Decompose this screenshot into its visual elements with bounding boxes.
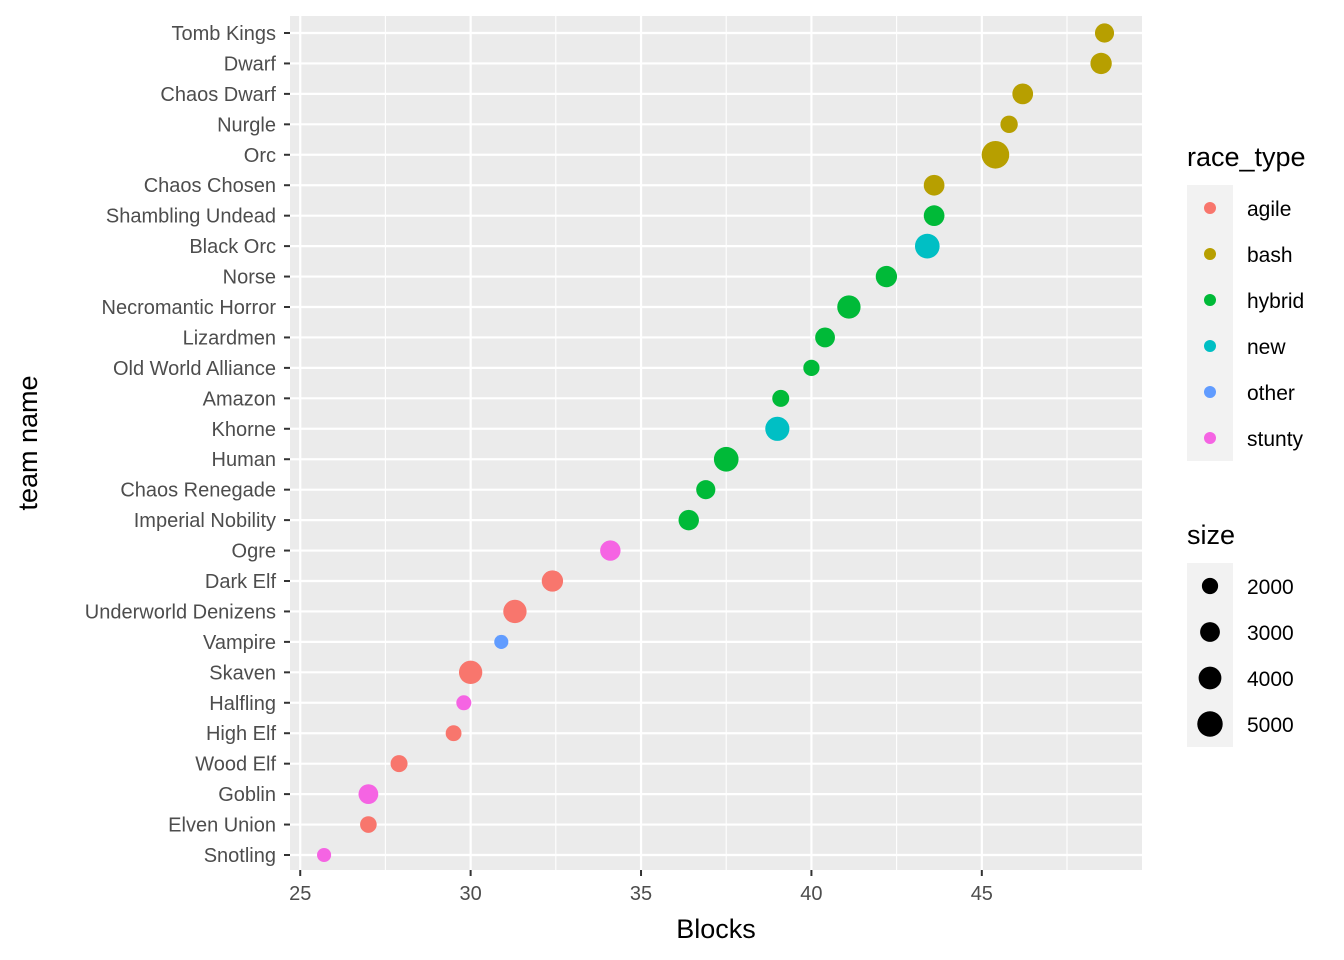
- data-point: [317, 847, 332, 863]
- y-tick-label: Lizardmen: [183, 327, 276, 349]
- data-points: [317, 23, 1115, 863]
- y-tick-label: Tomb Kings: [172, 23, 277, 45]
- size-legend-title: size: [1187, 520, 1235, 550]
- data-point: [875, 265, 898, 288]
- size-legend-key: [1200, 622, 1220, 642]
- data-point: [914, 233, 940, 259]
- color-legend-label: stunty: [1247, 428, 1304, 451]
- minor-gridlines: [384, 16, 1068, 870]
- size-legend-key: [1198, 666, 1222, 690]
- data-point: [981, 140, 1010, 169]
- data-point: [358, 784, 379, 805]
- color-legend-label: hybrid: [1247, 290, 1304, 313]
- y-tick-label: Black Orc: [189, 236, 276, 258]
- y-tick-label: Snotling: [204, 845, 276, 867]
- y-tick-label: High Elf: [206, 723, 276, 745]
- data-point: [1094, 23, 1115, 43]
- y-tick-label: Orc: [244, 145, 276, 167]
- y-tick-label: Imperial Nobility: [134, 510, 276, 532]
- color-legend-key: [1204, 340, 1216, 352]
- data-point: [1000, 115, 1018, 134]
- data-point: [815, 327, 835, 348]
- y-tick-label: Wood Elf: [195, 754, 276, 776]
- y-tick-label: Old World Alliance: [113, 358, 276, 380]
- data-point: [696, 480, 716, 500]
- plot-panel: [290, 16, 1142, 870]
- size-legend-label: 4000: [1247, 668, 1294, 691]
- size-legend-label: 5000: [1247, 714, 1294, 737]
- color-legend-key: [1204, 248, 1216, 260]
- y-tick-label: Dwarf: [224, 53, 277, 75]
- y-tick-label: Human: [212, 449, 276, 471]
- y-tick-label: Amazon: [203, 388, 276, 410]
- data-point: [494, 634, 509, 649]
- data-point: [923, 174, 945, 196]
- y-tick-label: Skaven: [209, 662, 276, 684]
- size-legend-key: [1197, 711, 1223, 737]
- y-tick-label: Chaos Chosen: [144, 175, 276, 197]
- y-tick-label: Vampire: [203, 632, 276, 654]
- data-point: [1012, 83, 1034, 105]
- y-tick-label: Elven Union: [168, 815, 276, 837]
- data-point: [445, 725, 462, 742]
- color-legend-label: other: [1247, 382, 1295, 405]
- data-point: [600, 540, 621, 561]
- color-legend-key: [1204, 432, 1216, 444]
- color-legend-key: [1204, 294, 1216, 306]
- data-point: [360, 816, 377, 833]
- y-tick-label: Chaos Renegade: [120, 480, 276, 502]
- color-legend-title: race_type: [1187, 142, 1306, 172]
- y-tick-label: Necromantic Horror: [102, 297, 277, 319]
- data-point: [390, 755, 408, 773]
- x-tick-label: 35: [630, 883, 652, 905]
- y-tick-label: Chaos Dwarf: [160, 84, 276, 106]
- color-legend-key: [1204, 386, 1216, 398]
- y-tick-label: Norse: [223, 267, 276, 289]
- color-legend-key: [1204, 202, 1216, 214]
- data-point: [458, 660, 483, 685]
- data-point: [1090, 52, 1112, 75]
- x-axis-title: Blocks: [676, 914, 756, 944]
- size-legend-label: 3000: [1247, 622, 1294, 645]
- y-tick-label: Goblin: [218, 784, 276, 806]
- data-point: [923, 205, 945, 227]
- color-legend-key-background: [1187, 185, 1233, 461]
- color-legend: race_type agile bash hybrid new other stunty: [1187, 142, 1306, 461]
- data-point: [678, 509, 699, 531]
- y-tick-label: Khorne: [212, 419, 277, 441]
- data-point: [803, 359, 820, 377]
- size-legend-label: 2000: [1247, 576, 1294, 599]
- data-point: [541, 570, 564, 592]
- data-point: [456, 695, 472, 711]
- data-point: [503, 599, 527, 624]
- y-axis-title: team name: [13, 375, 43, 510]
- x-tick-label: 45: [971, 883, 993, 905]
- y-tick-label: Halfling: [209, 693, 276, 715]
- x-tick-label: 25: [289, 883, 311, 905]
- x-tick-label: 30: [459, 883, 481, 905]
- data-point: [772, 389, 790, 407]
- x-axis: 25 30 35 40 45: [289, 870, 993, 905]
- color-legend-label: new: [1247, 336, 1286, 359]
- data-point: [765, 416, 790, 441]
- y-tick-label: Ogre: [232, 541, 276, 563]
- y-tick-label: Dark Elf: [205, 571, 277, 593]
- y-tick-label: Shambling Undead: [106, 206, 276, 228]
- y-tick-label: Nurgle: [217, 114, 276, 136]
- color-legend-label: bash: [1247, 244, 1293, 267]
- x-tick-label: 40: [800, 883, 822, 905]
- y-tick-label: Underworld Denizens: [85, 601, 276, 623]
- size-legend-key: [1201, 577, 1219, 595]
- y-axis: Tomb Kings Dwarf Chaos Dwarf Nurgle Orc Chaos…: [85, 23, 290, 867]
- data-point: [713, 446, 739, 472]
- color-legend-label: agile: [1247, 198, 1291, 221]
- size-legend: size 2000 3000 4000 5000: [1187, 520, 1294, 747]
- data-point: [837, 295, 861, 319]
